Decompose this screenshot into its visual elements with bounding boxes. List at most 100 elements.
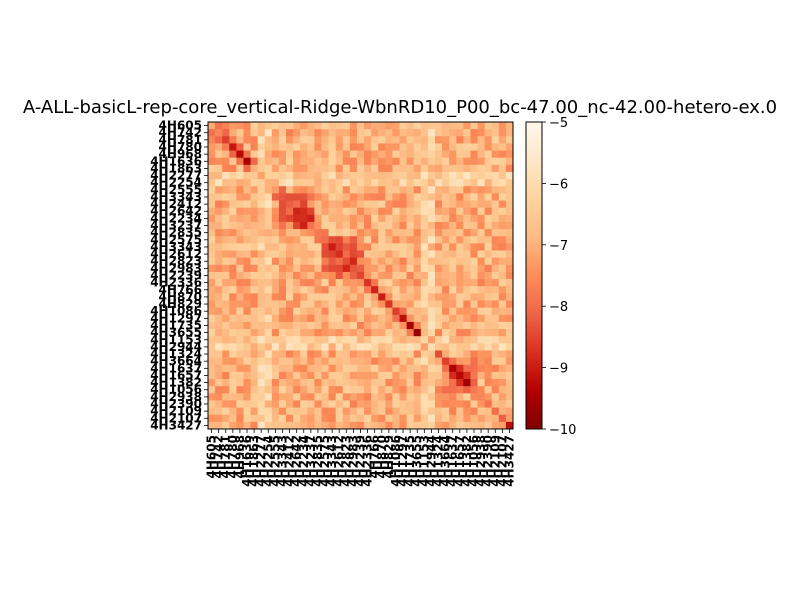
heatmap-cell xyxy=(328,157,337,166)
heatmap-cell xyxy=(342,171,351,180)
heatmap-cell xyxy=(243,364,251,373)
heatmap-cell xyxy=(484,407,493,416)
heatmap-cell xyxy=(243,271,251,280)
heatmap-cell xyxy=(208,250,216,259)
heatmap-cell xyxy=(449,236,457,244)
heatmap-cell xyxy=(328,193,337,201)
heatmap-cell xyxy=(342,229,351,237)
heatmap-cell xyxy=(385,421,393,430)
heatmap-cell xyxy=(491,286,500,294)
heatmap-cell xyxy=(442,329,450,337)
heatmap-cell xyxy=(271,400,280,408)
heatmap-cell xyxy=(385,343,393,351)
heatmap-cell xyxy=(278,271,287,280)
heatmap-cell xyxy=(385,214,393,223)
heatmap-cell xyxy=(364,343,372,351)
heatmap-cell xyxy=(243,171,251,180)
heatmap-cell xyxy=(300,307,308,316)
heatmap-cell xyxy=(378,221,386,230)
heatmap-cell xyxy=(286,271,294,280)
heatmap-cell xyxy=(399,136,407,144)
heatmap-cell xyxy=(456,200,464,209)
y-tick-label: 4H1086 xyxy=(150,304,202,318)
heatmap-cell xyxy=(427,314,436,323)
heatmap-cell xyxy=(413,350,422,359)
heatmap-cell xyxy=(264,364,273,373)
heatmap-cell xyxy=(328,307,337,316)
heatmap-cell xyxy=(484,150,493,159)
heatmap-cell xyxy=(342,329,351,337)
heatmap-cell xyxy=(442,179,450,187)
heatmap-cell xyxy=(278,179,287,187)
y-tick-label: 4H3664 xyxy=(150,354,202,368)
heatmap-cell xyxy=(215,171,223,180)
heatmap-cell xyxy=(222,279,230,287)
heatmap-cell xyxy=(229,179,237,187)
heatmap-cell xyxy=(442,236,450,244)
heatmap-cell xyxy=(470,229,478,237)
heatmap-cell xyxy=(484,386,493,394)
heatmap-cell xyxy=(449,257,457,266)
heatmap-cell xyxy=(463,143,471,151)
heatmap-cell xyxy=(456,193,464,201)
heatmap-cell xyxy=(342,421,351,430)
heatmap-cell xyxy=(257,186,266,194)
heatmap-cell xyxy=(484,129,493,137)
heatmap-cell xyxy=(271,171,280,180)
heatmap-cell xyxy=(229,164,237,173)
x-tick-label: 4H829 xyxy=(382,435,396,478)
y-tick-label: 4H605 xyxy=(159,119,202,133)
heatmap-cell xyxy=(413,279,422,287)
heatmap-cell xyxy=(236,250,244,259)
heatmap-cell xyxy=(356,400,365,408)
heatmap-cell xyxy=(399,129,407,137)
heatmap-cell xyxy=(342,264,351,273)
heatmap-cell xyxy=(257,350,266,359)
heatmap-cell xyxy=(328,421,337,430)
heatmap-cell xyxy=(314,179,322,187)
heatmap-cell xyxy=(470,250,478,259)
heatmap-cell xyxy=(449,179,457,187)
heatmap-cell xyxy=(271,264,280,273)
heatmap-cell xyxy=(349,171,358,180)
heatmap-cell xyxy=(392,157,400,166)
heatmap-cell xyxy=(371,186,379,194)
heatmap-cell xyxy=(349,157,358,166)
heatmap-cell xyxy=(470,293,478,301)
heatmap-cell xyxy=(328,293,337,301)
heatmap-cell xyxy=(484,357,493,366)
heatmap-cell xyxy=(328,186,337,194)
heatmap-cell xyxy=(236,371,244,380)
heatmap-cell xyxy=(356,150,365,159)
heatmap-cell xyxy=(250,243,259,251)
heatmap-cell xyxy=(385,129,393,137)
colorbar-tick-label: −8 xyxy=(549,300,568,315)
heatmap-cell xyxy=(392,236,400,244)
heatmap-cell xyxy=(406,379,415,387)
heatmap-cell xyxy=(286,186,294,194)
heatmap-cell xyxy=(392,386,400,394)
heatmap-cell xyxy=(456,386,464,394)
heatmap-cell xyxy=(243,329,251,337)
heatmap-cell xyxy=(335,286,344,294)
heatmap-cell xyxy=(399,143,407,151)
heatmap-cell xyxy=(321,207,329,216)
heatmap-cell xyxy=(406,171,415,180)
heatmap-cell xyxy=(413,200,422,209)
heatmap-cell xyxy=(456,300,464,309)
heatmap-cell xyxy=(349,179,358,187)
colorbar-ticks: −10−9−8−7−6−5 xyxy=(542,116,576,438)
heatmap-cell xyxy=(477,243,486,251)
heatmap-cell xyxy=(413,336,422,344)
heatmap-cell xyxy=(349,136,358,144)
heatmap-cell xyxy=(477,271,486,280)
heatmap-cell xyxy=(222,129,230,137)
heatmap-cell xyxy=(442,200,450,209)
heatmap-cell xyxy=(449,250,457,259)
heatmap-cell xyxy=(229,386,237,394)
heatmap-cell xyxy=(215,407,223,416)
heatmap-cell xyxy=(456,236,464,244)
heatmap-cell xyxy=(271,271,280,280)
heatmap-cell xyxy=(442,279,450,287)
heatmap-cell xyxy=(434,357,443,366)
